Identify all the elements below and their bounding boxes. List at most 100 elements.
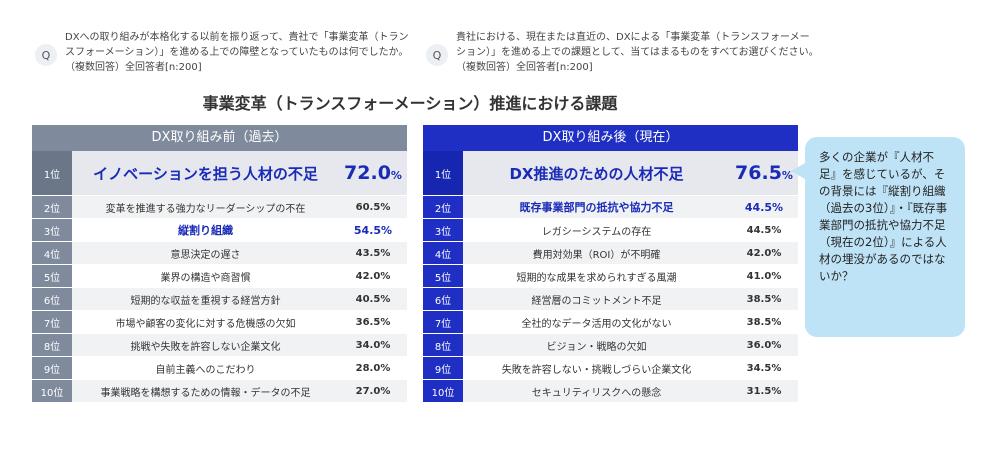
rank-cell: 3位 (32, 219, 72, 241)
rank-cell: 9位 (32, 357, 72, 379)
item-label: 市場や顧客の変化に対する危機感の欠如 (115, 318, 296, 330)
question-left-line: DXへの取り組みが本格化する以前を振り返って、貴社で「事業変革（トラン (65, 32, 409, 43)
rank-cell: 7位 (423, 311, 463, 333)
rank-cell: 4位 (32, 242, 72, 264)
item-label: 全社的なデータ活用の文化がない (521, 318, 672, 330)
table-row: 1位 イノベーションを担う人材の不足 72.0% (32, 151, 407, 196)
rank-cell: 3位 (423, 219, 463, 241)
table-row: 6位 経営層のコミットメント不足 38.5% (423, 288, 798, 311)
chart-title: 事業変革（トランスフォーメーション）推進における課題 (202, 94, 618, 113)
percent-number: 72.0 (344, 162, 391, 184)
question-right-text: 貴社における、現在または直近の、DXによる「事業変革（トランスフォーメー ション… (456, 30, 819, 75)
rank-cell: 8位 (32, 334, 72, 356)
percent-value: 28.0% (339, 363, 407, 374)
percent-value: 60.5% (339, 202, 407, 213)
percent-value: 38.5% (730, 294, 798, 305)
percent-number: 36.0% (746, 339, 782, 351)
item-label: 費用対効果（ROI）が不明確 (532, 249, 661, 261)
rank-cell: 5位 (32, 265, 72, 287)
item-label: 短期的な成果を求められすぎる風潮 (516, 272, 677, 284)
question-right: Q 貴社における、現在または直近の、DXによる「事業変革（トランスフォーメー シ… (426, 30, 819, 75)
item-label: 挑戦や失敗を許容しない企業文化 (130, 341, 281, 353)
percent-value: 31.5% (730, 386, 798, 397)
percent-value: 27.0% (339, 386, 407, 397)
percent-value: 42.0% (730, 248, 798, 259)
item-label: 短期的な収益を重視する経営方針 (130, 295, 281, 307)
rank-cell: 5位 (423, 265, 463, 287)
rank-cell: 1位 (423, 151, 463, 195)
table-row: 3位 レガシーシステムの存在 44.5% (423, 219, 798, 242)
rank-cell: 2位 (423, 196, 463, 218)
percent-number: 27.0% (355, 385, 391, 397)
percent-number: 34.0% (355, 339, 391, 351)
question-right-line: 貴社における、現在または直近の、DXによる「事業変革（トランスフォーメー (456, 32, 810, 43)
question-right-line: （複数回答）全回答者[n:200] (456, 62, 593, 73)
percent-value: 40.5% (339, 294, 407, 305)
table-row: 8位 ビジョン・戦略の欠如 36.0% (423, 334, 798, 357)
percent-number: 36.5% (355, 316, 391, 328)
item-label: 縦割り組織 (178, 224, 233, 237)
table-row: 6位 短期的な収益を重視する経営方針 40.5% (32, 288, 407, 311)
rank-cell: 7位 (32, 311, 72, 333)
item-label: レガシーシステムの存在 (541, 226, 652, 238)
percent-value: 44.5% (730, 225, 798, 236)
table-row: 9位 自前主義へのこだわり 28.0% (32, 357, 407, 380)
table-row: 9位 失敗を許容しない・挑戦しづらい企業文化 34.5% (423, 357, 798, 380)
table-row: 4位 費用対効果（ROI）が不明確 42.0% (423, 242, 798, 265)
item-label: DX推進のための人材不足 (509, 164, 684, 183)
item-label: 自前主義へのこだわり (155, 364, 256, 376)
question-left-line: （複数回答）全回答者[n:200] (65, 62, 202, 73)
table-row: 4位 意思決定の遅さ 43.5% (32, 242, 407, 265)
percent-value: 42.0% (339, 271, 407, 282)
item-label: 業界の構造や商習慣 (160, 272, 251, 284)
table-row: 10位 セキュリティリスクへの懸念 31.5% (423, 380, 798, 403)
percent-number: 38.5% (746, 316, 782, 328)
percent-number: 44.5% (744, 200, 784, 214)
percent-value: 38.5% (730, 317, 798, 328)
percent-number: 28.0% (355, 362, 391, 374)
table-row: 7位 市場や顧客の変化に対する危機感の欠如 36.5% (32, 311, 407, 334)
percent-number: 43.5% (355, 247, 391, 259)
rank-cell: 1位 (32, 151, 72, 195)
percent-value: 34.0% (339, 340, 407, 351)
percent-value: 72.0% (339, 162, 407, 184)
question-mark-icon: Q (426, 44, 448, 66)
percent-sign: % (390, 169, 402, 182)
table-header-before: DX取り組み前（過去） (32, 125, 407, 151)
item-label: 変革を推進する強力なリーダーシップの不在 (105, 203, 306, 215)
percent-value: 43.5% (339, 248, 407, 259)
table-row: 1位 DX推進のための人材不足 76.5% (423, 151, 798, 196)
table-row: 5位 短期的な成果を求められすぎる風潮 41.0% (423, 265, 798, 288)
percent-number: 60.5% (355, 201, 391, 213)
percent-value: 34.5% (730, 363, 798, 374)
item-label: 意思決定の遅さ (170, 249, 241, 261)
percent-number: 54.5% (353, 223, 393, 237)
percent-number: 44.5% (746, 224, 782, 236)
percent-value: 36.5% (339, 317, 407, 328)
question-right-line: ション）」を進める上での課題として、当てはまるものをすべてお選びください。 (456, 47, 819, 58)
table-row: 2位 変革を推進する強力なリーダーシップの不在 60.5% (32, 196, 407, 219)
percent-number: 76.5 (735, 162, 782, 184)
question-mark-icon: Q (35, 44, 57, 66)
percent-sign: % (781, 169, 793, 182)
callout-bubble: 多くの企業が『人材不足』を感じているが、その背景には『縦割り組織（過去の3位）』… (805, 137, 965, 337)
rank-cell: 2位 (32, 196, 72, 218)
item-label: 失敗を許容しない・挑戦しづらい企業文化 (501, 364, 692, 376)
percent-value: 41.0% (730, 271, 798, 282)
question-left: Q DXへの取り組みが本格化する以前を振り返って、貴社で「事業変革（トラン スフ… (35, 30, 409, 75)
table-header-after: DX取り組み後（現在） (423, 125, 798, 151)
item-label: 事業戦略を構想するための情報・データの不足 (100, 387, 311, 399)
callout-tail (791, 163, 805, 179)
rank-cell: 6位 (32, 288, 72, 310)
percent-value: 76.5% (730, 162, 798, 184)
table-row: 7位 全社的なデータ活用の文化がない 38.5% (423, 311, 798, 334)
item-label: セキュリティリスクへの懸念 (531, 387, 662, 399)
table-row: 5位 業界の構造や商習慣 42.0% (32, 265, 407, 288)
item-label: ビジョン・戦略の欠如 (546, 341, 647, 353)
percent-number: 31.5% (746, 385, 782, 397)
percent-number: 41.0% (746, 270, 782, 282)
rank-cell: 10位 (32, 380, 72, 402)
question-left-line: スフォーメーション）」を進める上での障壁となっていたものは何でしたか。 (65, 47, 409, 58)
percent-value: 54.5% (339, 224, 407, 237)
item-label: 経営層のコミットメント不足 (531, 295, 662, 307)
